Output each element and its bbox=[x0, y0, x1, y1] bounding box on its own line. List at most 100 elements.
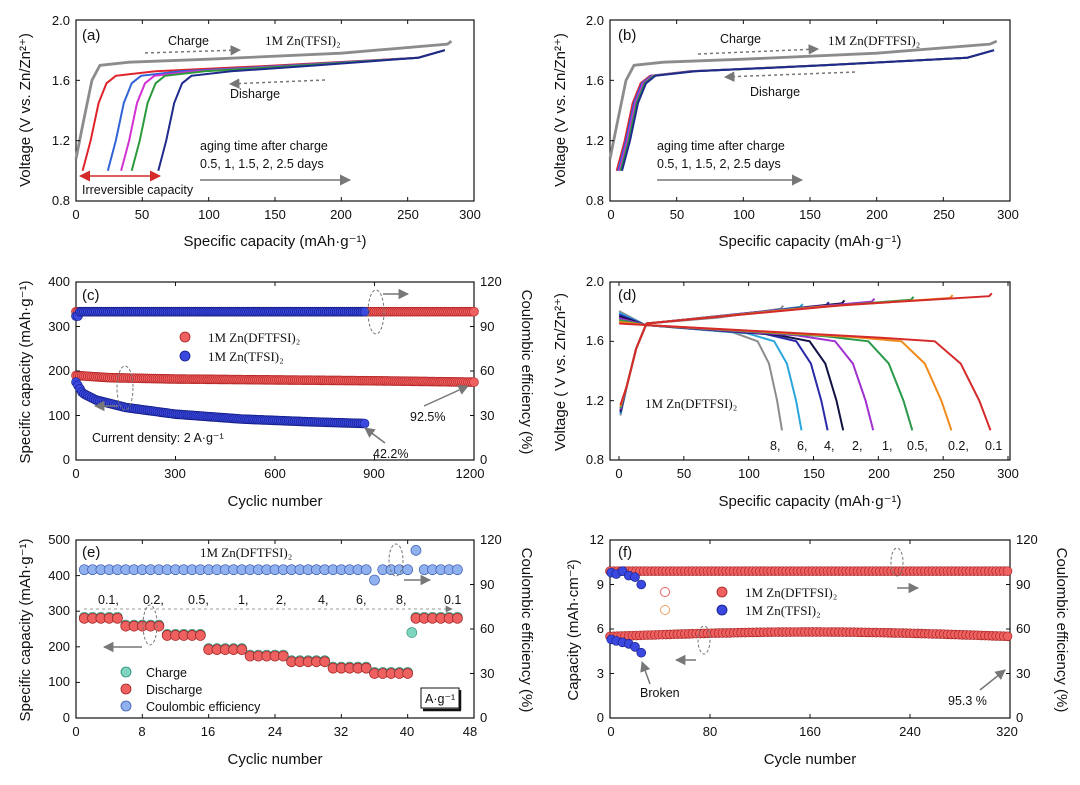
panel-e-ellipse-right bbox=[388, 543, 404, 577]
panel-d-rate-label: 4, bbox=[824, 439, 834, 453]
panel-a-plot-area bbox=[74, 19, 475, 202]
discharge-curve-rate-0.1 bbox=[619, 322, 992, 431]
panel-f-ytick: 0 bbox=[597, 710, 604, 725]
panel-b-xtick: 0 bbox=[607, 207, 614, 222]
panel-c-ytick: 100 bbox=[48, 408, 70, 423]
panel-b-x-label: Specific capacity (mAh·g⁻¹) bbox=[719, 233, 902, 250]
panel-d-rate-label: 8, bbox=[770, 439, 780, 453]
panel-d-rate-label: 6, bbox=[797, 439, 807, 453]
panel-e-ytick: 300 bbox=[48, 603, 70, 618]
panel-b-charge-arrow bbox=[697, 44, 820, 55]
panel-c-y-label: Specific capacity (mAh·g⁻¹) bbox=[17, 281, 34, 464]
panel-e-xtick: 32 bbox=[334, 724, 348, 739]
panel-a-x-label: Specific capacity (mAh·g⁻¹) bbox=[184, 233, 367, 250]
panel-f-retention-arrow bbox=[979, 669, 1006, 691]
panel-c-x-ticks: 0 300 600 900 1200 bbox=[72, 466, 484, 481]
panel-e-rate-label: 0.1 bbox=[444, 593, 461, 607]
panel-a-aging-line2: 0.5, 1, 1.5, 2, 2.5 days bbox=[200, 157, 324, 171]
panel-c-ytick-right: 30 bbox=[480, 408, 494, 423]
panel-c-ytick-right: 60 bbox=[480, 363, 494, 378]
charge-curve-rate-1 bbox=[619, 296, 915, 409]
discharge-point bbox=[153, 620, 165, 632]
discharge-point bbox=[277, 650, 289, 662]
panel-e-ellipse-left bbox=[142, 604, 158, 646]
panel-b-legend-text: 1M Zn(DFTFSI)₂ bbox=[828, 33, 920, 48]
panel-e-ytick: 200 bbox=[48, 639, 70, 654]
ce-point-blue bbox=[359, 306, 370, 317]
panel-e-ytick-right: 30 bbox=[480, 666, 494, 681]
panel-e-rate-labels: 0.1, 0.2, 0.5, 1, 2, 4, 6, 8, 0.1 bbox=[98, 593, 461, 607]
ce-point bbox=[410, 545, 422, 556]
panel-b-y-label: Voltage (V vs. Zn/Zn²⁺) bbox=[552, 33, 569, 187]
panel-b-xtick: 200 bbox=[866, 207, 888, 222]
panel-f-y-ticks-right: 0 30 60 90 120 bbox=[1016, 532, 1038, 725]
panel-d-rate-labels: 8, 6, 4, 2, 1, 0.5, 0.2, 0.1 bbox=[770, 439, 1002, 453]
panel-e-ytick-right: 0 bbox=[480, 710, 487, 725]
panel-d-frame bbox=[609, 281, 1011, 461]
panel-e-xtick: 24 bbox=[268, 724, 282, 739]
panel-b-xtick: 50 bbox=[670, 207, 684, 222]
panel-f-ytick-right: 30 bbox=[1016, 666, 1030, 681]
ce-point bbox=[402, 564, 414, 576]
panel-c-ytick-right: 0 bbox=[480, 452, 487, 467]
panel-f-xtick: 320 bbox=[996, 724, 1018, 739]
panel-c-ytick-right: 120 bbox=[480, 274, 502, 289]
panel-f-ytick-right: 90 bbox=[1016, 577, 1030, 592]
ce-point bbox=[360, 564, 372, 576]
panel-e-legend-charge-marker bbox=[120, 666, 132, 678]
panel-b-discharge-arrow bbox=[723, 71, 856, 82]
panel-d-x-label: Specific capacity (mAh·g⁻¹) bbox=[719, 493, 902, 510]
discharge-point bbox=[195, 630, 206, 641]
panel-f-plot-area bbox=[605, 539, 1013, 719]
ce-point bbox=[369, 574, 380, 586]
panel-f-ytick-right: 0 bbox=[1016, 710, 1023, 725]
panel-d-rate-label: 0.2, bbox=[948, 439, 969, 453]
panel-e-rate-label: 1, bbox=[238, 593, 248, 607]
panel-c-retention-red-arrow bbox=[423, 385, 469, 407]
panel-d-xtick: 300 bbox=[997, 466, 1019, 481]
panel-a-charge-label: Charge bbox=[168, 34, 209, 48]
ce-point-red bbox=[469, 306, 479, 317]
discharge-point bbox=[236, 644, 248, 655]
panel-e-title-text: 1M Zn(DFTFSI)₂ bbox=[200, 545, 292, 560]
panel-c-ellipse-right bbox=[367, 289, 385, 335]
discharge-point bbox=[402, 668, 414, 679]
panel-e-rate-label: 8, bbox=[396, 593, 406, 607]
panel-a-xtick: 0 bbox=[72, 207, 79, 222]
panel-f-ytick: 3 bbox=[597, 666, 604, 681]
panel-e-ytick: 400 bbox=[48, 568, 70, 583]
discharge-point bbox=[112, 612, 123, 624]
panel-a-ytick: 1.6 bbox=[52, 73, 70, 88]
panel-e-xtick: 16 bbox=[201, 724, 215, 739]
panel-c-x-label: Cyclic number bbox=[227, 493, 322, 510]
panel-e-legend-discharge: Discharge bbox=[146, 683, 202, 697]
panel-a-xtick: 250 bbox=[397, 207, 419, 222]
panel-d-xtick: 250 bbox=[933, 466, 955, 481]
discharge-curve-2-5-days bbox=[157, 49, 446, 172]
panel-d-y-label: Voltage ( V vs. Zn/Zn²⁺) bbox=[552, 293, 569, 451]
panel-d-xtick: 150 bbox=[803, 466, 825, 481]
panel-e-rate-label: 2, bbox=[276, 593, 286, 607]
panel-f-xtick: 0 bbox=[607, 724, 614, 739]
panel-f-legend-red-marker bbox=[716, 586, 728, 598]
panel-c-ytick: 400 bbox=[48, 274, 70, 289]
panel-a-y-ticks: 0.8 1.2 1.6 2.0 bbox=[52, 13, 70, 208]
panel-e-rate-label: 0.2, bbox=[143, 593, 164, 607]
panel-d-ytick: 1.6 bbox=[586, 333, 604, 348]
panel-c-legend: 1M Zn(DFTFSI)₂ 1M Zn(TFSI)₂ bbox=[179, 330, 300, 364]
panel-f-ytick: 12 bbox=[590, 532, 604, 547]
panel-e-x-label: Cyclic number bbox=[227, 751, 322, 768]
panel-f-ytick: 6 bbox=[597, 621, 604, 636]
panel-d-ytick: 1.2 bbox=[586, 393, 604, 408]
panel-e-ytick-right: 90 bbox=[480, 577, 494, 592]
panel-a-xtick: 150 bbox=[264, 207, 286, 222]
panel-f-ellipse-mid bbox=[697, 625, 711, 655]
panel-a-ytick: 1.2 bbox=[52, 133, 70, 148]
panel-e-xtick: 40 bbox=[400, 724, 414, 739]
panel-c-xtick: 600 bbox=[264, 466, 286, 481]
panel-c-ytick: 300 bbox=[48, 319, 70, 334]
panel-d-ytick: 2.0 bbox=[586, 274, 604, 289]
panel-a-x-ticks: 0 50 100 150 200 250 300 bbox=[72, 207, 480, 222]
panel-c-label: (c) bbox=[82, 287, 100, 304]
